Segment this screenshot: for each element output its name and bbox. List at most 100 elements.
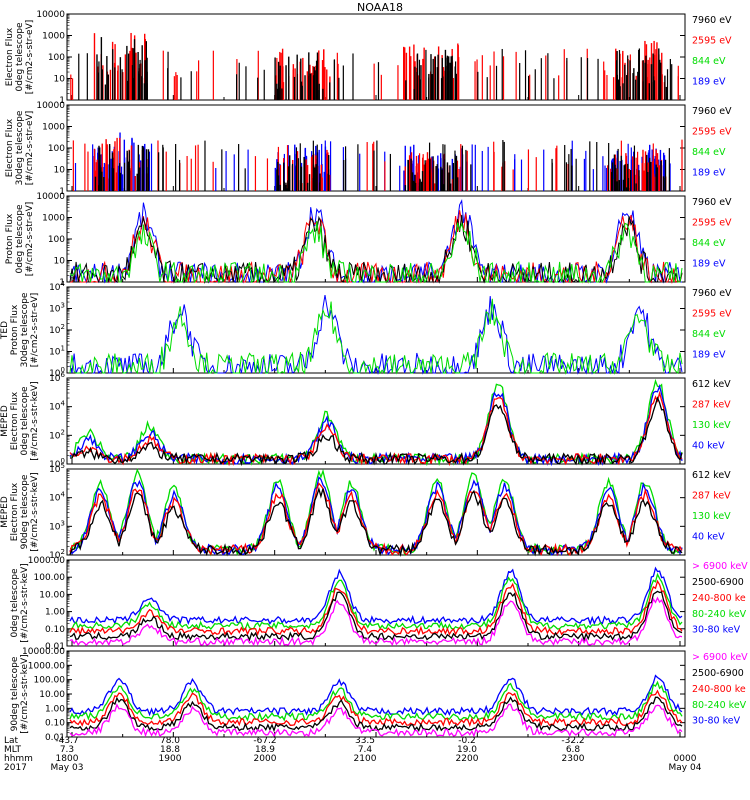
x-row-label: MLT [4, 745, 22, 755]
panel-frame [66, 104, 686, 192]
data-line [69, 696, 683, 733]
series-0000ff [69, 384, 683, 467]
legend-entry: 40 keV [692, 531, 725, 542]
y-tick-label: 100 [49, 366, 65, 379]
y-axis-label: Electron Flux [10, 482, 20, 541]
y-tick-label: 1.00 [45, 704, 65, 714]
data-line [70, 572, 683, 631]
y-axis-label: [#/cm2-s-str-eV] [25, 20, 35, 95]
panel-frame [66, 13, 686, 101]
y-tick-label: 106 [49, 371, 65, 384]
series-0000ff [69, 199, 682, 284]
x-tick-value: 1800 [56, 754, 79, 764]
series-group [69, 378, 683, 467]
data-line [69, 566, 683, 626]
series-000000 [69, 590, 683, 642]
y-tick-label: 10000 [36, 10, 65, 20]
series-00dd00 [69, 298, 683, 375]
y-tick-label: 103 [49, 519, 65, 532]
y-tick-label: 103 [49, 302, 65, 315]
y-tick-label: 104 [49, 491, 65, 504]
series-ff00ff [69, 703, 683, 738]
legend-entry: 287 keV [692, 490, 731, 501]
series-group [69, 468, 683, 558]
legend-entry: 130 keV [692, 420, 731, 431]
y-tick-label: 100 [48, 53, 65, 63]
legend-entry: 7960 eV [692, 197, 732, 208]
legend-entry: 40 keV [692, 440, 725, 451]
legend-entry: 30-80 keV [692, 625, 741, 636]
legend-entry: > 6900 keV [692, 561, 748, 572]
legend-entry: 2500-6900 [692, 668, 744, 679]
y-tick-label: 10 [54, 75, 66, 85]
x-tick-value: -43.7 [55, 736, 78, 746]
legend-entry: 612 keV [692, 470, 731, 481]
y-tick-label: 104 [49, 280, 65, 293]
x-tick-value: 1900 [159, 754, 182, 764]
series-0000ff [69, 476, 683, 557]
legend-entry: > 6900 keV [692, 652, 748, 663]
y-axis-label: [#/cm2-s-str-keV] [30, 381, 40, 460]
panel-meped-p-0: 0.01 0.10 1.00 10.00 100.00 1000.00 0deg teles… [10, 556, 748, 652]
y-axis-label: [#/cm2-s-str-eV] [30, 293, 40, 368]
legend-entry: 80-240 keV [692, 700, 747, 711]
chart-title: NOAA18 [357, 1, 403, 14]
x-tick-value: 2100 [354, 754, 377, 764]
y-tick-label: 0.10 [45, 719, 65, 729]
series-ff00ff [69, 596, 683, 647]
y-tick-label: 105 [49, 462, 65, 475]
y-tick-label: 104 [49, 400, 65, 413]
legend-entry: 844 eV [692, 329, 726, 340]
series-ff0000 [69, 579, 683, 637]
panel-frame [66, 559, 686, 647]
y-axis-label: Proton Flux [10, 304, 20, 355]
series-00dd00 [69, 680, 683, 722]
x-row-label: 2017 [4, 763, 27, 773]
panel-ted-p-30: 100 101 102 103 104 TED Proton Flux 30deg teles… [0, 280, 732, 379]
x-tick-value: 2300 [562, 754, 585, 764]
legend-entry: 2500-6900 [692, 577, 744, 588]
legend-entry: 240-800 ke [692, 684, 746, 695]
y-tick-label: 10000 [36, 192, 65, 202]
series-000000 [69, 214, 683, 284]
y-axis-label: 0deg telescope [10, 568, 20, 638]
legend-entry: 287 keV [692, 399, 731, 410]
y-tick-label: 100.00 [34, 676, 66, 686]
data-line [69, 486, 683, 558]
y-tick-label: 1000 [42, 214, 65, 224]
y-tick-label: 100 [49, 457, 65, 470]
x-tick-value: 18.8 [160, 745, 180, 755]
y-tick-label: 10000.00 [22, 647, 65, 657]
y-axis-label: MEPED [0, 405, 10, 437]
legend-entry: 2595 eV [692, 308, 732, 319]
y-axis-label: Electron Flux [10, 391, 20, 450]
data-line [70, 210, 683, 284]
series-ff0000 [72, 137, 683, 191]
panel-frame [66, 286, 686, 374]
panel-frame [66, 468, 686, 556]
legend-entry: 2595 eV [692, 217, 732, 228]
y-axis-label: Electron Flux [5, 27, 15, 86]
x-tick-value: 19.0 [457, 745, 477, 755]
panel-meped-p-90: 0.01 0.10 1.00 10.00 100.00 1000.00 10000.0090… [10, 647, 748, 743]
y-tick-label: 10 [54, 257, 66, 267]
x-tick-value: 78.0 [160, 736, 180, 746]
x-tick-value: 7.3 [60, 745, 74, 755]
data-line [69, 476, 683, 557]
x-tick-value: -32.2 [561, 736, 584, 746]
y-axis-label: 0deg telescope [20, 386, 30, 456]
y-tick-label: 102 [49, 548, 65, 561]
y-tick-label: 1000.00 [28, 556, 65, 566]
y-tick-label: 10.00 [39, 590, 65, 600]
y-tick-label: 102 [49, 428, 65, 441]
y-axis-label: [#/cm2-s-str-keV] [20, 563, 30, 642]
series-000000 [69, 486, 683, 558]
y-tick-label: 10.00 [39, 690, 65, 700]
x-axis-labels: Lat -43.7 78.0 -67.2 33.5 -0.2 -32.2 MLT 7.3 18.8… [4, 736, 702, 773]
data-line [69, 199, 682, 284]
y-axis-label: [#/cm2-s-str-eV] [25, 202, 35, 277]
x-tick-value: -67.2 [253, 736, 276, 746]
data-line [69, 482, 683, 557]
legend-entry: 30-80 keV [692, 716, 741, 727]
